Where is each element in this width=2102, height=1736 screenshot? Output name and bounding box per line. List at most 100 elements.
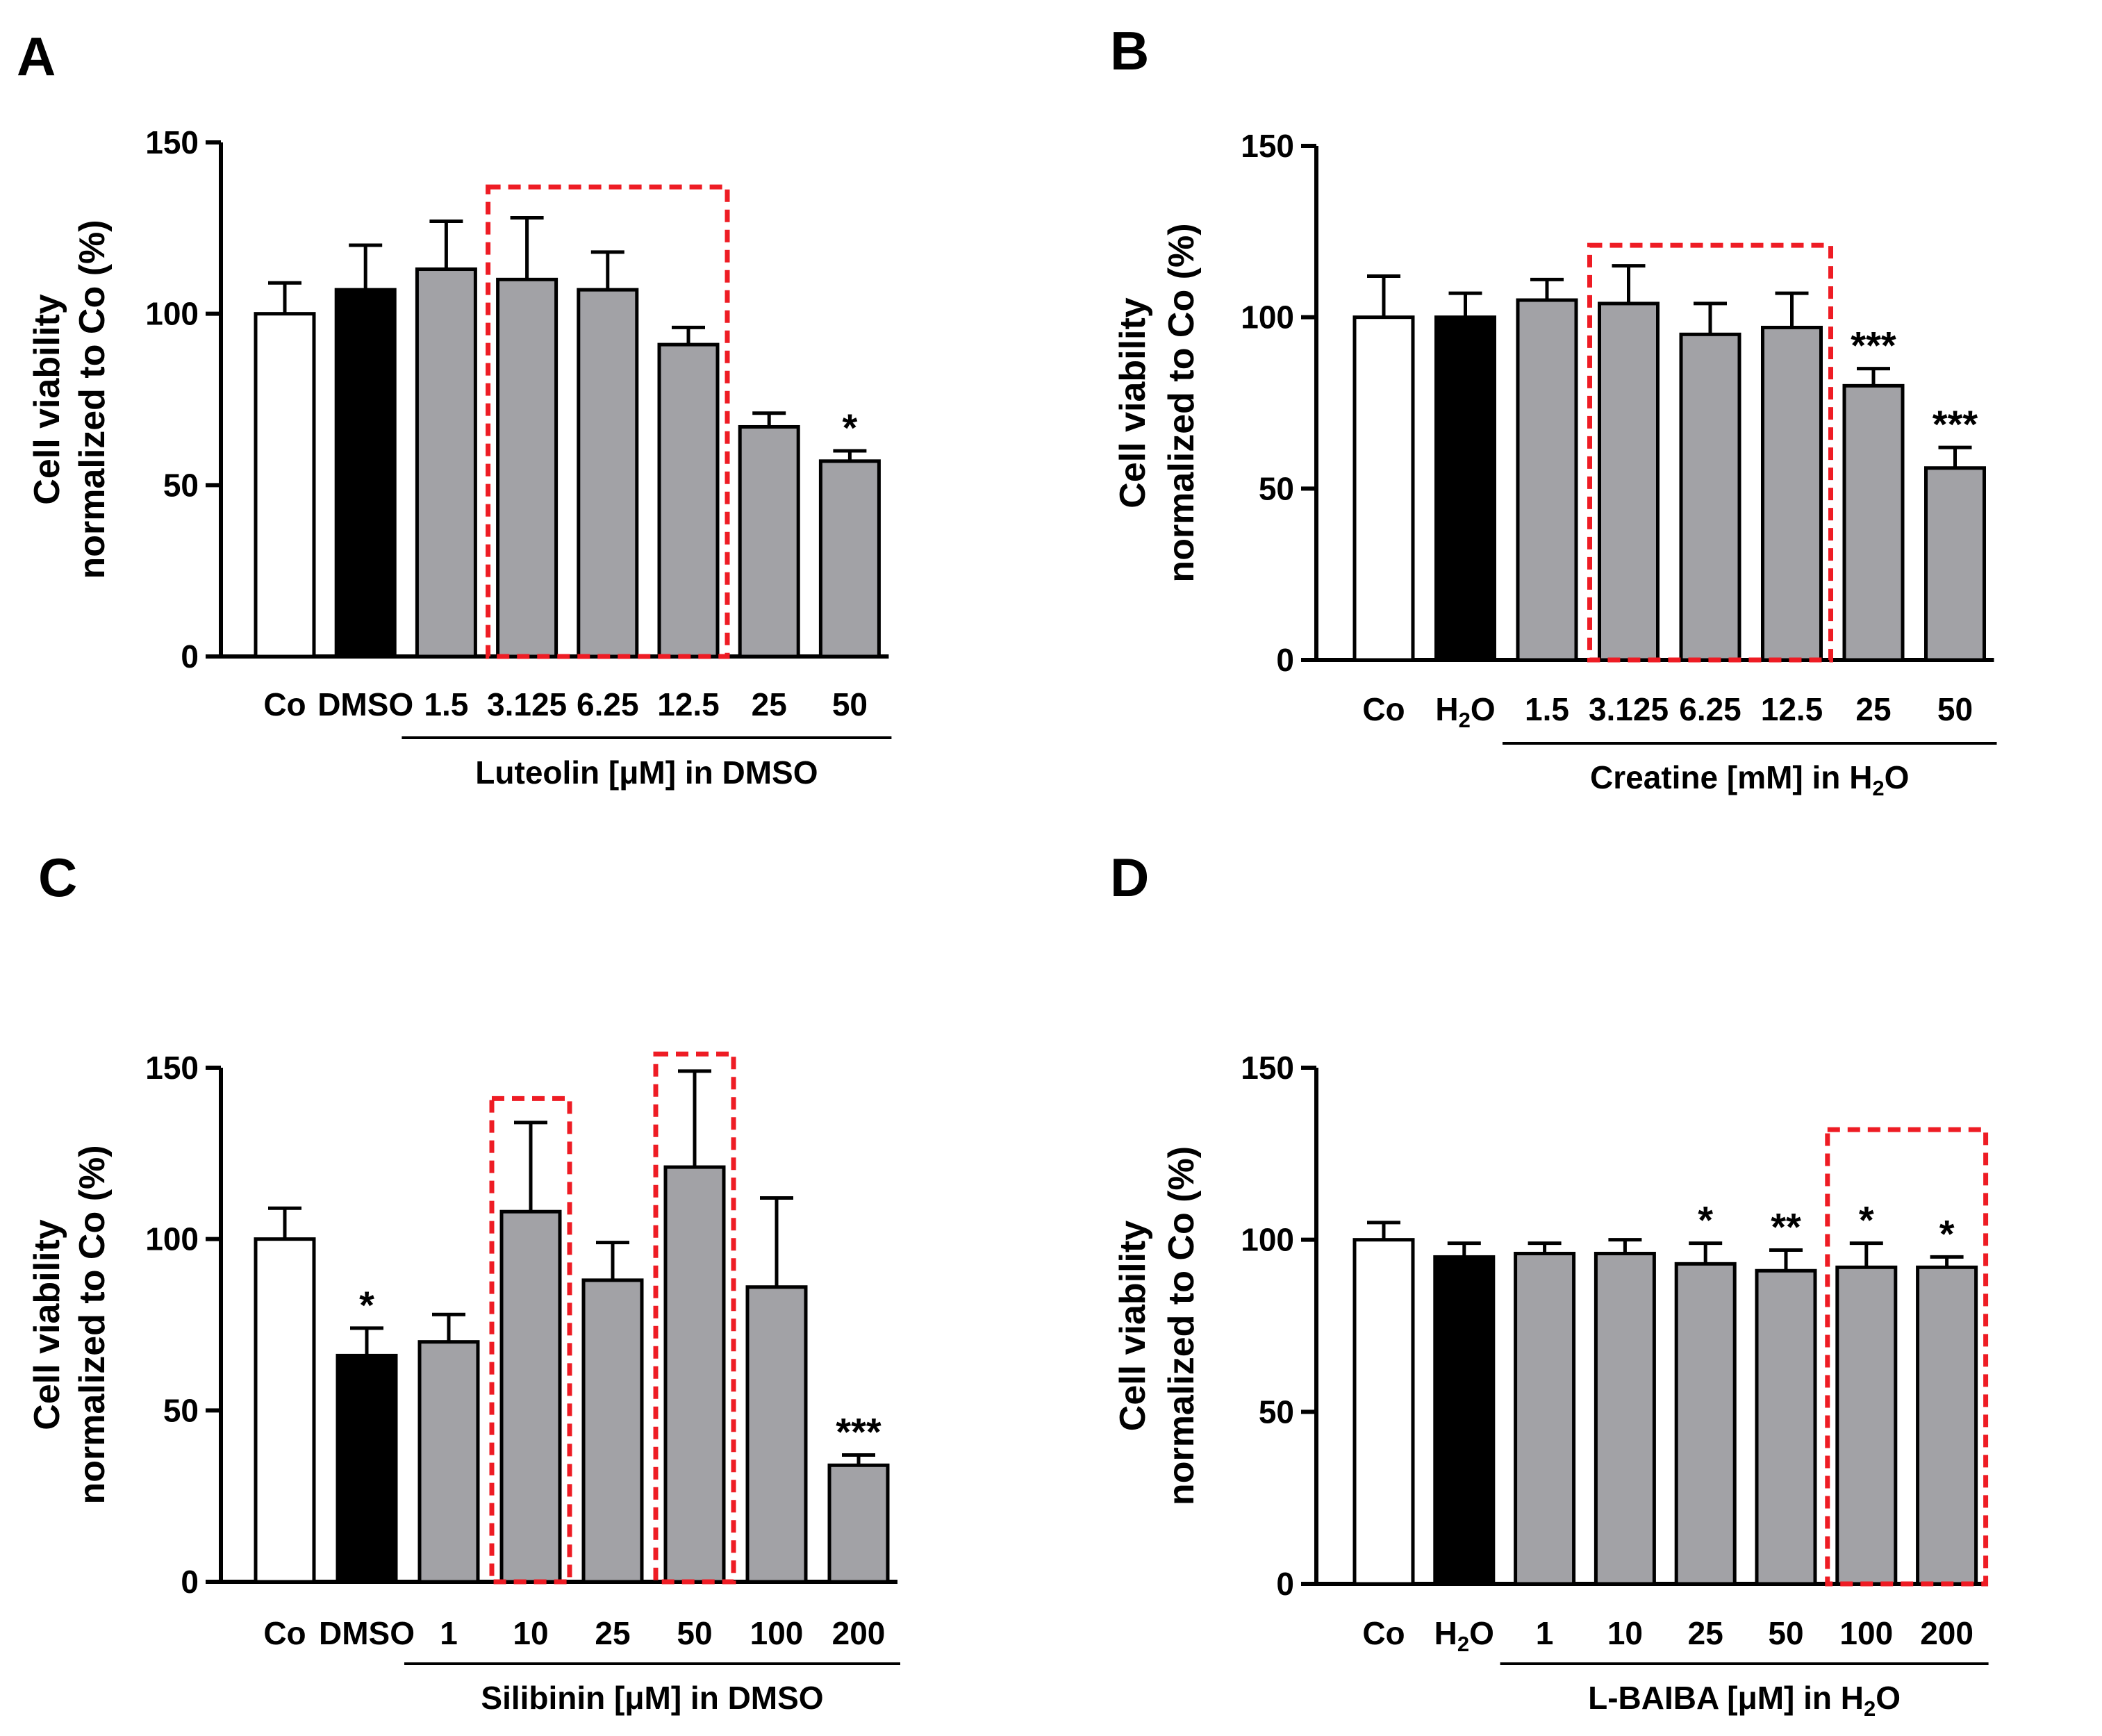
bar [1514, 1251, 1576, 1586]
y-tick-label: 0 [181, 1564, 199, 1600]
bar [663, 1165, 726, 1584]
x-tick-label: 200 [1920, 1615, 1973, 1651]
bar [499, 1209, 562, 1584]
y-axis-label: Cell viability [27, 1219, 67, 1430]
x-tick-label: DMSO [317, 686, 413, 722]
x-tick-label: 200 [832, 1615, 886, 1651]
bar [1674, 1262, 1737, 1586]
significance-label: *** [836, 1410, 882, 1453]
bar [1598, 301, 1660, 662]
group-label: Silibinin [μM] in DMSO [481, 1680, 823, 1716]
y-tick-label: 150 [145, 1050, 199, 1086]
bar [254, 1237, 316, 1584]
x-tick-label: Co [1362, 1615, 1405, 1651]
significance-label: ** [1771, 1205, 1801, 1249]
y-tick-label: 150 [1241, 128, 1294, 164]
x-tick-label: 3.125 [1589, 691, 1669, 727]
significance-label: *** [1851, 324, 1896, 367]
bar [577, 288, 639, 659]
y-tick-label: 150 [1241, 1050, 1294, 1086]
bar [738, 424, 800, 659]
x-tick-label: 12.5 [657, 686, 720, 722]
x-tick-label: H2​O [1435, 691, 1495, 732]
panel-letter: B [1110, 20, 1149, 81]
x-tick-label: DMSO [319, 1615, 415, 1651]
y-tick-label: 50 [1259, 470, 1294, 506]
x-tick-label: 6.25 [1679, 691, 1741, 727]
bar [827, 1463, 890, 1584]
bar [1916, 1265, 1978, 1586]
significance-label: *** [1933, 402, 1978, 446]
panel-letter: A [17, 26, 56, 87]
y-tick-label: 0 [181, 638, 199, 675]
x-tick-label: 50 [832, 686, 868, 722]
group-label: Creatine [mM] in H2​O [1590, 759, 1909, 800]
group-label: L-BAIBA [μM] in H2​O [1588, 1680, 1901, 1721]
y-tick-label: 150 [145, 124, 199, 160]
panel-c: C 0 50 100 150 Cell viability normalized to C… [27, 847, 900, 1716]
y-axis-label: normalized to Co (%) [72, 220, 113, 579]
bar [1755, 1268, 1817, 1586]
bar [818, 459, 881, 659]
panel-letter: C [38, 847, 77, 908]
x-tick-label: 25 [752, 686, 787, 722]
significance-label: * [1698, 1198, 1713, 1242]
highlight-box [653, 1051, 736, 1585]
y-axis-label: Cell viability [1113, 297, 1153, 509]
y-tick-label: 100 [1241, 1222, 1294, 1258]
x-tick-label: 10 [513, 1615, 548, 1651]
bar [1516, 298, 1578, 662]
bar [581, 1278, 644, 1584]
bar [415, 267, 477, 659]
x-tick-label: 100 [1839, 1615, 1893, 1651]
x-tick-label: 25 [595, 1615, 630, 1651]
bar [1433, 1255, 1496, 1586]
x-tick-label: 1.5 [424, 686, 468, 722]
y-tick-label: 0 [1276, 1566, 1294, 1602]
x-tick-label: 50 [1768, 1615, 1803, 1651]
y-axis-label: normalized to Co (%) [1161, 223, 1202, 582]
bar [254, 312, 316, 659]
highlight-box [1825, 1127, 1989, 1587]
y-tick-label: 100 [1241, 299, 1294, 336]
bar [1835, 1265, 1898, 1586]
bar [1434, 315, 1496, 662]
panel-letter: D [1110, 847, 1149, 908]
bar [334, 288, 397, 659]
highlight-box [1587, 242, 1833, 663]
x-tick-label: 50 [1937, 691, 1973, 727]
y-tick-label: 100 [145, 296, 199, 332]
significance-label: * [843, 406, 858, 449]
y-tick-label: 0 [1276, 642, 1294, 678]
bar [657, 342, 720, 659]
group-label: Luteolin [μM] in DMSO [475, 754, 818, 791]
y-axis-label: Cell viability [27, 294, 67, 505]
y-tick-label: 100 [145, 1221, 199, 1257]
x-tick-label: 1 [1536, 1615, 1554, 1651]
x-tick-label: 25 [1855, 691, 1891, 727]
bar [1924, 466, 1986, 662]
x-tick-label: H2​O [1434, 1615, 1494, 1656]
significance-label: * [1859, 1198, 1874, 1242]
x-tick-label: 1.5 [1525, 691, 1569, 727]
y-tick-label: 50 [163, 1392, 199, 1428]
panel-a: A 0 50 100 150 Cell viability normalized to C… [17, 26, 892, 791]
bar [1761, 325, 1823, 662]
significance-label: * [359, 1283, 374, 1327]
panel-b: B 0 50 100 150 Cell viability normalized to C… [1110, 20, 1997, 800]
x-tick-label: 25 [1688, 1615, 1723, 1651]
x-tick-label: Co [1362, 691, 1405, 727]
x-tick-label: 12.5 [1761, 691, 1823, 727]
x-tick-label: 10 [1607, 1615, 1643, 1651]
x-tick-label: Co [263, 1615, 306, 1651]
x-tick-label: Co [263, 686, 306, 722]
bar [1594, 1251, 1656, 1586]
bar [496, 277, 558, 659]
y-tick-label: 50 [163, 467, 199, 503]
y-tick-label: 50 [1259, 1394, 1294, 1430]
y-axis-label: normalized to Co (%) [72, 1145, 113, 1504]
x-tick-label: 100 [750, 1615, 804, 1651]
x-tick-label: 1 [440, 1615, 458, 1651]
